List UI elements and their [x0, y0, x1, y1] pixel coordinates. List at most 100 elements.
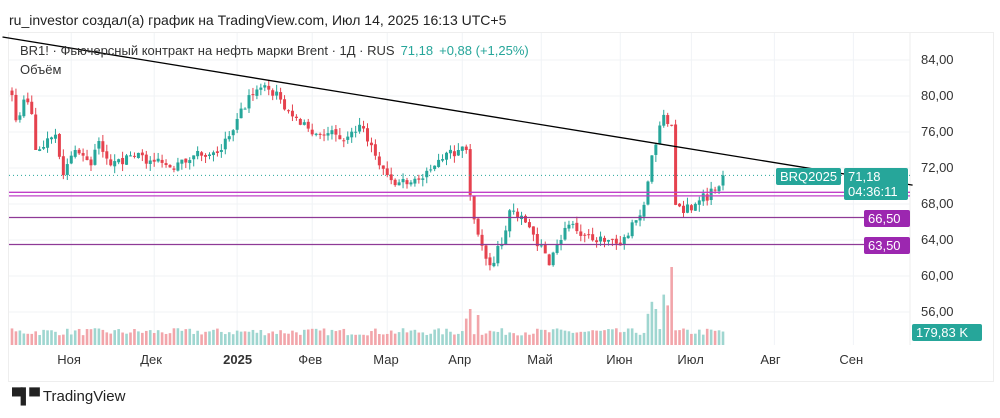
volume-bar	[378, 334, 381, 345]
volume-bar	[255, 332, 259, 345]
candle-body	[381, 165, 385, 169]
candle-body	[610, 238, 614, 240]
volume-bar	[694, 333, 697, 345]
chart-frame	[8, 32, 994, 382]
volume-bar	[73, 330, 77, 345]
volume-bar	[575, 332, 579, 345]
candle-body	[654, 144, 658, 155]
badge-price: 71,18	[848, 169, 881, 184]
candle-body	[591, 234, 595, 241]
candle-body	[531, 226, 535, 235]
candle-body	[14, 94, 18, 121]
symbol-legend[interactable]: BR1! · Фьючерсный контракт на нефть марк…	[20, 43, 529, 58]
candle-body	[267, 85, 271, 90]
volume-bar	[405, 332, 409, 345]
candle-body	[140, 152, 144, 156]
volume-bar	[464, 318, 468, 345]
volume-bar	[662, 294, 666, 345]
candle-body	[539, 245, 543, 247]
candle-body	[310, 129, 314, 135]
volume-bar	[275, 333, 278, 345]
volume-bar	[259, 329, 263, 345]
volume-bar	[528, 334, 531, 345]
volume-bar	[705, 328, 709, 345]
candle-body	[184, 158, 188, 163]
candle-body	[196, 150, 200, 157]
volume-bar	[563, 330, 567, 345]
volume-bar	[717, 330, 721, 345]
volume-bar	[212, 329, 215, 345]
candle-body	[662, 114, 666, 126]
candle-body	[551, 252, 555, 266]
candle-body	[650, 155, 654, 182]
volume-bar	[50, 330, 53, 345]
volume-bar	[425, 334, 429, 345]
volume-bar	[393, 333, 397, 345]
volume-bar	[263, 335, 267, 345]
volume-bar	[611, 329, 614, 345]
candle-body	[429, 169, 433, 171]
x-tick-label: Май	[527, 352, 553, 367]
volume-bar	[476, 315, 480, 345]
candle-body	[678, 203, 682, 207]
volume-bar	[22, 333, 26, 345]
candle-body	[476, 218, 480, 235]
candle-body	[239, 108, 243, 119]
volume-bar	[721, 331, 725, 345]
candle-body	[231, 130, 235, 136]
candle-body	[713, 189, 717, 191]
y-tick-label: 76,00	[921, 124, 954, 139]
volume-bar	[642, 332, 646, 345]
candle-body	[263, 85, 267, 88]
candle-body	[362, 126, 366, 129]
volume-bar	[674, 330, 677, 345]
volume-bar	[89, 329, 93, 345]
volume-bar	[184, 329, 188, 345]
tradingview-logo-icon: ▀▌▀	[12, 388, 40, 405]
y-tick-label: 84,00	[921, 52, 954, 67]
volume-bar	[283, 333, 286, 345]
candle-body	[334, 129, 338, 135]
volume-legend[interactable]: Объём	[20, 62, 62, 77]
candle-body	[721, 175, 725, 186]
volume-bar	[389, 330, 393, 345]
footer-brand[interactable]: ▀▌▀ TradingView	[12, 388, 125, 405]
candle-body	[46, 138, 50, 148]
volume-bar	[156, 330, 160, 345]
volume-bar	[318, 330, 322, 345]
candle-body	[468, 149, 472, 195]
candle-body	[346, 136, 350, 140]
volume-bar	[650, 301, 654, 345]
candle-body	[571, 223, 575, 225]
volume-bar	[508, 332, 511, 345]
candle-body	[208, 154, 211, 156]
volume-bar	[445, 328, 448, 345]
volume-bar	[599, 330, 602, 345]
volume-bar	[145, 330, 148, 345]
candle-body	[401, 179, 405, 183]
candle-body	[622, 237, 626, 245]
volume-bar	[713, 330, 717, 345]
volume-bar	[370, 331, 373, 345]
volume-bar	[678, 330, 681, 345]
candle-body	[136, 152, 140, 158]
candle-body	[606, 240, 610, 242]
candle-body	[350, 131, 354, 138]
volume-bar	[433, 329, 436, 345]
x-tick-label: Сен	[839, 352, 864, 367]
candle-body	[460, 146, 464, 151]
volume-bar	[188, 328, 192, 345]
candle-body	[456, 150, 460, 156]
candle-body	[480, 234, 484, 246]
candle-body	[535, 234, 539, 247]
candle-body	[160, 159, 164, 163]
y-tick-label: 64,00	[921, 232, 954, 247]
volume-bar	[160, 332, 164, 345]
volume-bar	[516, 335, 519, 345]
volume-bar	[220, 331, 223, 345]
candle-body	[413, 178, 417, 184]
volume-bar	[30, 333, 34, 345]
candle-body	[697, 200, 701, 205]
volume-bar	[342, 328, 346, 345]
